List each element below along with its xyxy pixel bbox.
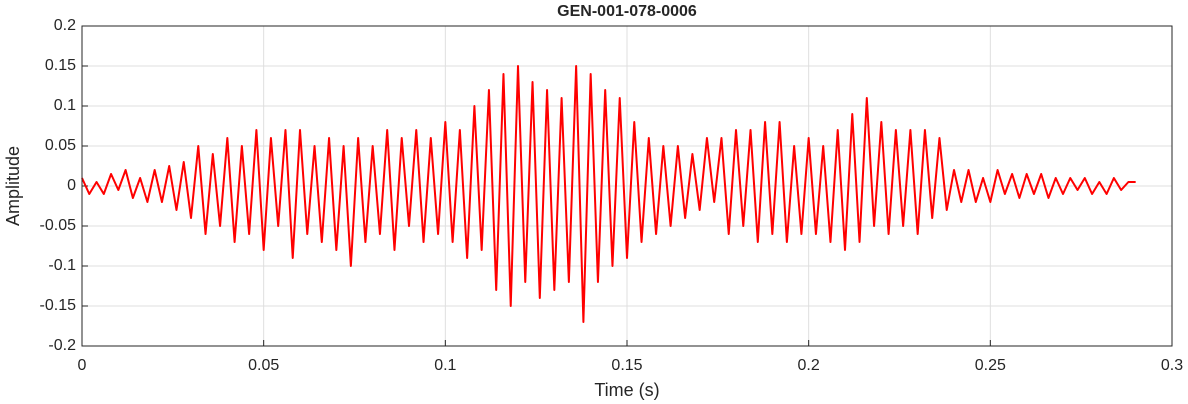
y-tick-label: 0.2 [54,17,76,34]
x-tick-label: 0.2 [798,357,820,374]
x-tick-label: 0.05 [248,357,279,374]
x-axis-label: Time (s) [594,380,659,400]
line-series [81,65,1136,323]
x-tick-label: 0.25 [975,357,1006,374]
chart-title: GEN-001-078-0006 [557,3,697,20]
x-tick-label: 0 [78,357,87,374]
y-axis-label: Amplitude [3,146,23,226]
x-tick-label: 0.3 [1161,357,1183,374]
y-tick-label: -0.15 [40,297,77,314]
y-tick-label: 0.1 [54,97,76,114]
y-tick-label: 0 [67,177,76,194]
y-tick-label: -0.1 [48,257,76,274]
y-tick-label: -0.2 [48,337,76,354]
y-tick-label: 0.05 [45,137,76,154]
x-tick-label: 0.15 [611,357,642,374]
plot-border [81,25,1173,347]
x-tick-label: 0.1 [434,357,456,374]
y-tick-label: -0.05 [40,217,77,234]
y-tick-label: 0.15 [45,57,76,74]
